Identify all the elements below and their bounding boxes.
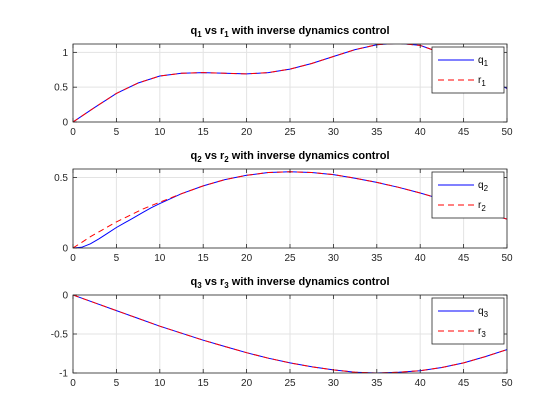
- x-tick-label: 50: [501, 378, 513, 389]
- legend-label-r2: r2: [478, 200, 486, 213]
- subplot-3: 0 5 10 15 20 25 30 35 40 45 50 -1 -0.5 0 q3 vs r3 with…: [51, 276, 513, 389]
- x-tick-label: 45: [458, 127, 470, 138]
- x-tick-label: 20: [241, 253, 253, 264]
- legend-label-r3: r3: [478, 326, 486, 339]
- legend-label-q1: q1: [478, 55, 489, 68]
- y-tick-label: 0: [62, 118, 68, 129]
- x-tick-label: 30: [328, 253, 340, 264]
- legend-label-q3: q3: [478, 306, 489, 319]
- x-tick-label: 35: [371, 378, 383, 389]
- x-tick-label: 50: [501, 127, 513, 138]
- y-tick-label: 1: [62, 48, 68, 59]
- chart-title: q1 vs r1 with inverse dynamics control: [190, 25, 389, 39]
- x-tick-label: 45: [458, 378, 470, 389]
- subplot-1: 0 5 10 15 20 25 30 35 40 45 50 0 0.5 1 q1 vs r1 with i…: [54, 25, 513, 138]
- x-tick-label: 35: [371, 127, 383, 138]
- x-tick-label: 5: [114, 253, 120, 264]
- series-line-r2: [73, 171, 507, 248]
- x-tick-label: 25: [284, 253, 296, 264]
- y-tick-label: -0.5: [51, 330, 69, 341]
- x-tick-label: 10: [154, 127, 166, 138]
- y-tick-label: 0: [62, 244, 68, 255]
- x-tick-label: 50: [501, 253, 513, 264]
- x-tick-label: 10: [154, 378, 166, 389]
- y-tick-label: 0.5: [54, 83, 68, 94]
- x-tick-label: 40: [415, 253, 427, 264]
- x-tick-label: 0: [70, 253, 76, 264]
- x-tick-label: 0: [70, 378, 76, 389]
- y-tick-label: 0.5: [54, 173, 68, 184]
- legend-box: [431, 171, 505, 219]
- x-tick-label: 0: [70, 127, 76, 138]
- chart-title: q2 vs r2 with inverse dynamics control: [190, 150, 389, 164]
- legend-box: [431, 297, 505, 345]
- legend: q1 r1: [431, 46, 505, 94]
- legend: q3 r3: [431, 297, 505, 345]
- series-line-r3: [73, 295, 507, 373]
- x-tick-label: 25: [284, 127, 296, 138]
- x-tick-label: 20: [241, 378, 253, 389]
- y-tick-label: 0: [62, 291, 68, 302]
- legend-label-r1: r1: [478, 75, 486, 88]
- y-tick-label: -1: [59, 369, 68, 380]
- x-tick-label: 15: [198, 378, 210, 389]
- x-tick-label: 40: [415, 127, 427, 138]
- series-line-q2: [73, 171, 507, 248]
- x-tick-label: 5: [114, 127, 120, 138]
- x-tick-label: 30: [328, 127, 340, 138]
- x-tick-label: 25: [284, 378, 296, 389]
- x-tick-label: 20: [241, 127, 253, 138]
- x-tick-label: 10: [154, 253, 166, 264]
- x-tick-label: 5: [114, 378, 120, 389]
- x-tick-label: 30: [328, 378, 340, 389]
- legend-box: [431, 46, 505, 94]
- x-tick-label: 45: [458, 253, 470, 264]
- x-tick-label: 35: [371, 253, 383, 264]
- chart-title: q3 vs r3 with inverse dynamics control: [190, 276, 389, 290]
- legend-label-q2: q2: [478, 180, 489, 193]
- x-tick-label: 15: [198, 127, 210, 138]
- x-tick-label: 15: [198, 253, 210, 264]
- series-line-r1: [73, 44, 507, 122]
- legend: q2 r2: [431, 171, 505, 219]
- subplot-2: 0 5 10 15 20 25 30 35 40 45 50 0 0.5 q2 vs r2 with in…: [54, 150, 513, 264]
- x-tick-label: 40: [415, 378, 427, 389]
